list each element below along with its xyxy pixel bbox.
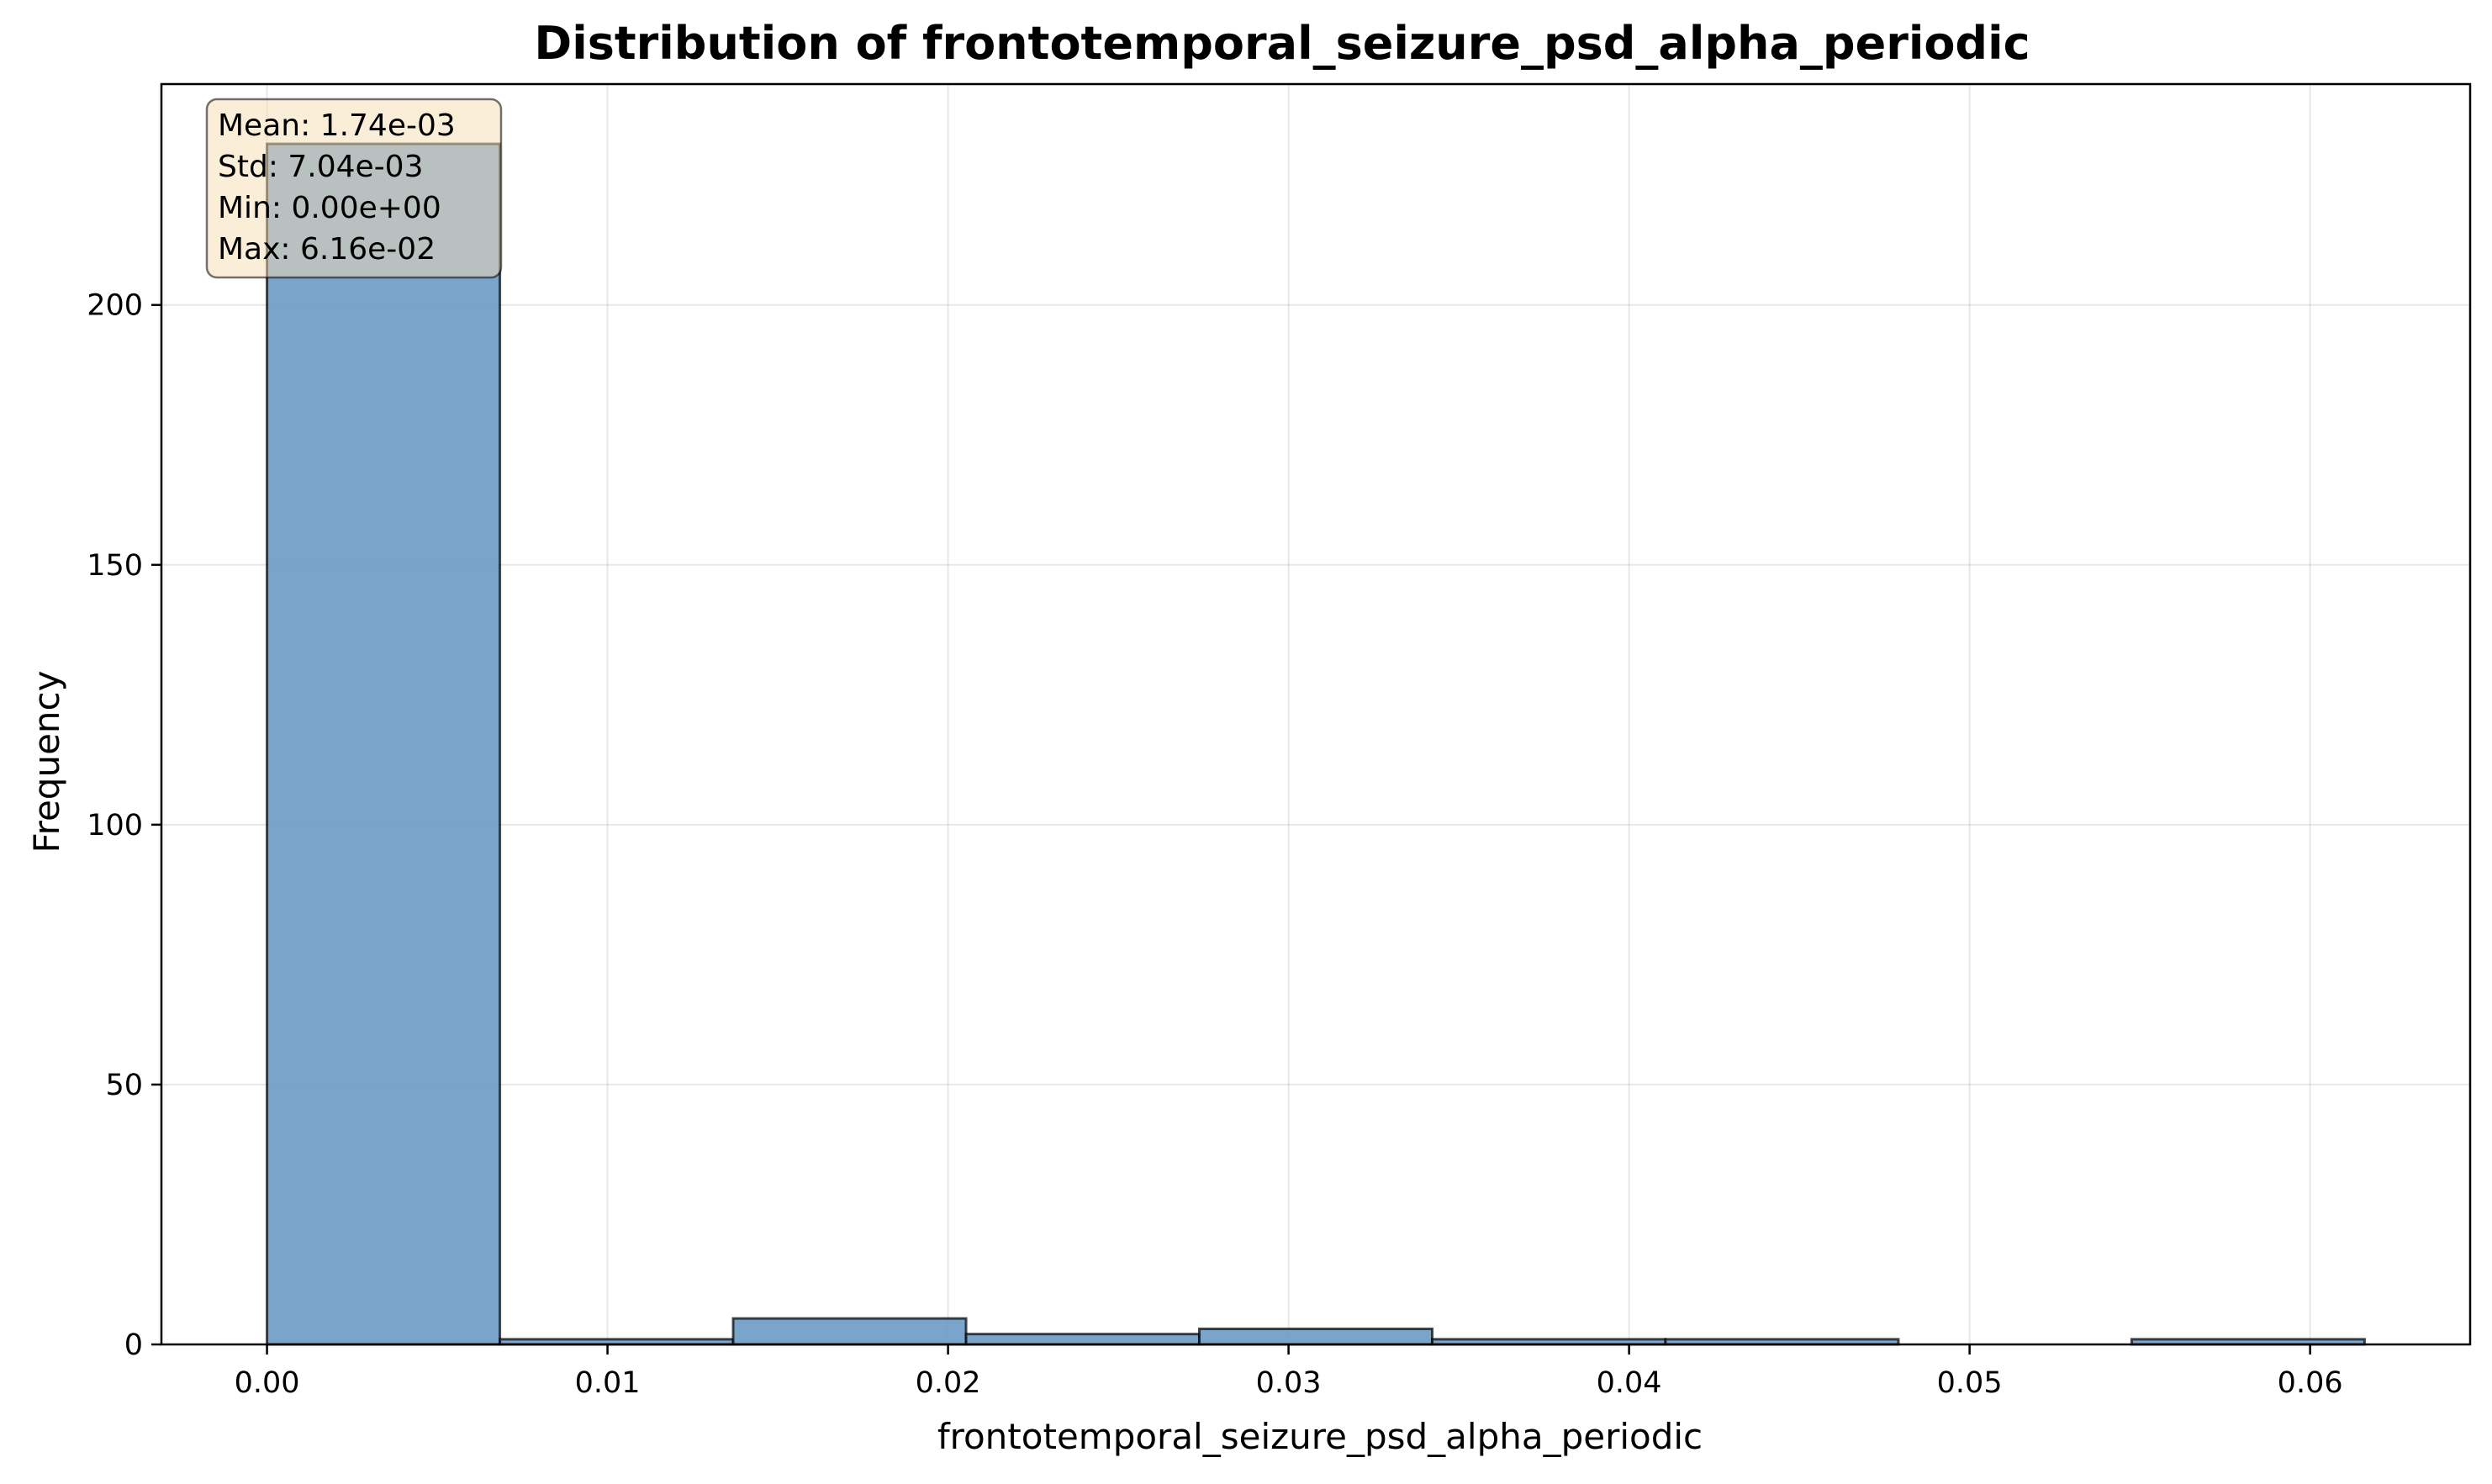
x-axis-label: frontotemporal_seizure_psd_alpha_periodi… [937, 1416, 1703, 1457]
stat-mean: Mean: 1.74e-03 [218, 108, 456, 143]
histogram-bar [964, 1333, 1201, 1346]
x-tick-label: 0.02 [916, 1366, 981, 1400]
y-tick-label: 100 [87, 809, 143, 842]
y-tick-label: 200 [87, 289, 143, 323]
axes: 0.00 0.01 0.02 0.03 0.04 0.05 0.06 0 50 100 150 200 [87, 82, 2472, 1400]
chart-title: Distribution of frontotemporal_seizure_p… [534, 17, 2030, 70]
stats-box-background [205, 98, 503, 279]
plot-frame [160, 82, 2472, 1346]
y-tick-label: 50 [105, 1069, 143, 1102]
y-axis-label: Frequency [26, 671, 67, 853]
x-tick-label: 0.06 [2278, 1366, 2343, 1400]
x-tick-label: 0.04 [1597, 1366, 1662, 1400]
y-tick-label: 150 [87, 549, 143, 583]
stat-max: Max: 6.16e-02 [218, 232, 436, 267]
histogram-bar [266, 142, 502, 1346]
x-tick-label: 0.05 [1937, 1366, 2003, 1400]
histogram-bar [1197, 1327, 1434, 1346]
histogram-bars [266, 142, 2366, 1346]
x-tick-label: 0.01 [575, 1366, 641, 1400]
stats-box: Mean: 1.74e-03 Std: 7.04e-03 Min: 0.00e+… [205, 98, 503, 279]
stat-std: Std: 7.04e-03 [218, 150, 424, 184]
x-tick-label: 0.00 [235, 1366, 300, 1400]
stat-min: Min: 0.00e+00 [218, 191, 441, 225]
x-tick-label: 0.03 [1256, 1366, 1322, 1400]
histogram-bar [731, 1317, 968, 1346]
y-tick-label: 0 [124, 1328, 143, 1362]
